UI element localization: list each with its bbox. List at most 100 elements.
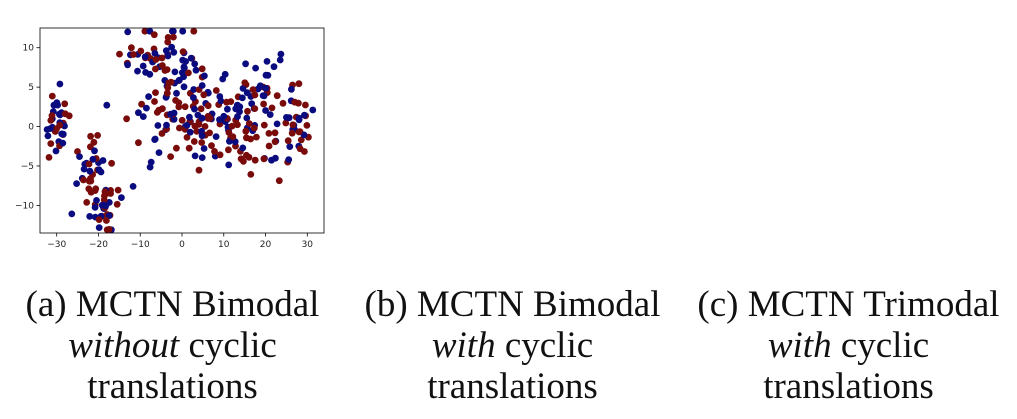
point-class-b [208,142,215,150]
point-class-b [206,115,214,122]
point-class-a [180,63,188,71]
point-class-a [164,52,172,60]
point-class-b [87,177,95,185]
point-class-a [191,152,199,160]
point-class-a [151,136,159,144]
x-tick-label: 0 [179,240,185,250]
point-class-a [89,155,97,163]
point-class-b [130,51,137,58]
point-class-b [151,98,158,105]
point-class-b [273,92,281,100]
point-class-b [229,133,237,141]
point-class-b [240,158,247,165]
point-class-b [87,132,94,140]
point-class-b [47,140,55,148]
point-class-b [105,226,113,233]
x-tick-label: −20 [89,240,108,250]
point-class-a [276,56,284,64]
point-class-a [170,115,178,123]
point-class-a [129,183,137,190]
point-class-b [152,89,159,96]
point-class-b [45,154,53,161]
point-class-b [198,65,206,73]
caption-b-line2-rest: cyclic [495,325,594,366]
point-class-a [191,105,198,113]
point-class-b [190,138,198,145]
caption-b-line3: translations [427,366,598,407]
point-class-a [236,108,243,116]
point-class-b [61,110,69,118]
point-class-b [181,103,189,111]
caption-c: (c) MCTN Trimodal with cyclic translatio… [680,284,1017,407]
point-class-a [262,84,270,92]
x-tick-label: −30 [47,240,66,250]
point-class-b [195,166,203,174]
point-class-a [182,58,190,65]
point-class-b [302,101,309,109]
point-class-b [243,151,250,159]
point-class-a [73,180,80,188]
point-class-a [191,60,199,68]
caption-a-line1: (a) MCTN Bimodal [25,284,320,325]
x-tick-label: 10 [218,240,230,250]
point-class-a [76,153,83,161]
point-class-a [295,114,303,122]
point-class-a [179,27,187,35]
point-class-b [241,79,249,87]
point-class-b [185,69,192,77]
point-class-b [191,122,199,130]
point-class-b [303,122,311,129]
point-class-a [93,197,100,204]
point-class-a [124,28,132,36]
point-class-a [224,105,231,113]
point-class-b [295,128,303,136]
point-class-b [158,54,166,62]
point-class-b [170,33,177,41]
point-class-a [145,93,153,100]
point-class-a [99,157,107,164]
point-class-b [179,48,187,55]
point-class-b [247,171,255,178]
point-class-b [251,91,259,99]
point-class-a [43,126,51,133]
point-class-a [56,80,64,88]
point-class-a [143,104,150,112]
point-class-b [198,139,206,146]
point-class-b [282,119,290,127]
point-class-a [124,61,131,69]
point-class-b [247,135,255,143]
point-class-b [249,86,257,93]
point-class-b [244,107,251,115]
point-class-a [239,85,247,92]
point-class-b [74,148,81,155]
point-class-a [217,97,225,105]
point-class-b [87,188,95,196]
point-class-b [164,84,172,92]
caption-a-line2: without cyclic [0,325,345,366]
point-class-a [286,143,294,151]
point-class-b [100,196,108,204]
point-class-b [167,153,175,161]
point-class-b [47,117,55,124]
point-class-b [176,124,183,132]
point-class-a [186,128,194,136]
point-class-a [91,204,99,211]
point-class-b [265,130,273,137]
point-class-a [163,121,170,129]
point-class-a [139,62,147,70]
point-class-b [284,137,292,145]
point-class-b [163,89,171,97]
point-class-a [155,149,163,157]
point-class-b [152,56,160,63]
point-class-b [108,159,115,167]
point-class-a [168,43,176,51]
caption-a-italic: without [68,325,180,366]
point-class-a [194,111,202,119]
point-class-b [253,133,260,141]
point-class-b [260,155,268,163]
x-tick-label: 30 [302,240,314,250]
y-tick-label: −5 [21,162,34,172]
point-class-b [135,139,142,147]
